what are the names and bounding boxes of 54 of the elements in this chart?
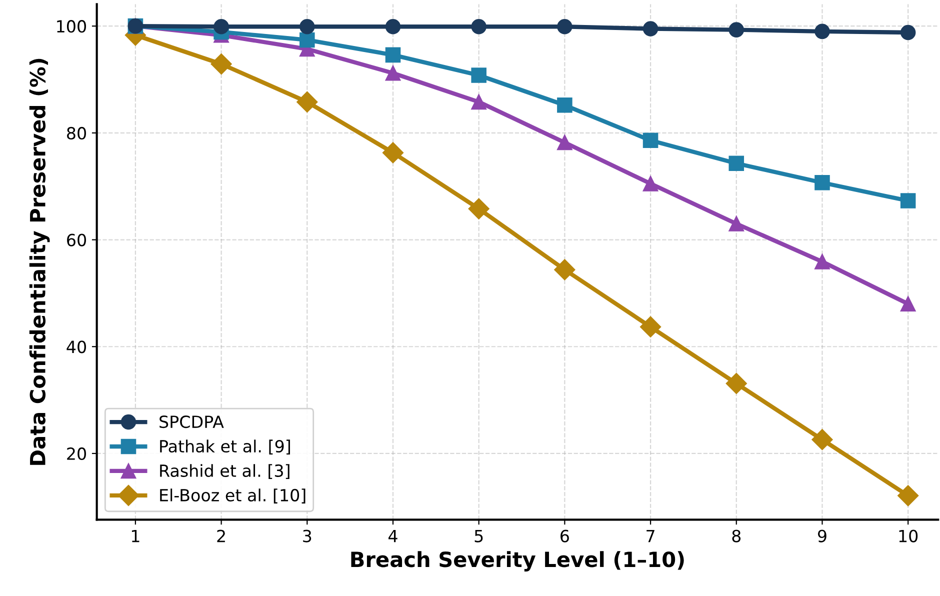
legend-label: El-Booz et al. [10] (160, 488, 306, 504)
point (900, 296, 916, 312)
x-tick-label: 5 (474, 530, 483, 542)
point (382, 142, 404, 164)
point (728, 22, 744, 38)
x-axis-title: Breach Severity Level (1–10) (351, 551, 684, 572)
point (726, 372, 747, 394)
point (385, 47, 401, 63)
y-tick-label: 80 (67, 126, 86, 140)
point (468, 198, 490, 220)
point (557, 98, 572, 113)
point (642, 21, 658, 36)
point (642, 132, 658, 148)
legend-label: Rashid et al. [3] (160, 464, 290, 479)
y-tick-label: 60 (67, 234, 86, 246)
point (385, 18, 401, 34)
point (471, 18, 486, 34)
legend-label: Pathak et al. [9] (160, 440, 290, 455)
x-tick-label: 9 (818, 530, 826, 542)
point (471, 68, 486, 83)
point (554, 259, 576, 280)
legend-label: SPCDPA (160, 415, 224, 428)
x-tick-label: 6 (560, 530, 569, 542)
point (557, 134, 572, 150)
x-tick-label: 8 (732, 530, 741, 542)
y-tick-label: 100 (57, 20, 86, 33)
point (900, 193, 916, 208)
x-tick-label: 4 (388, 530, 398, 542)
point (300, 32, 315, 48)
point (214, 18, 229, 34)
point (728, 156, 744, 172)
point (300, 18, 315, 34)
point (296, 91, 318, 112)
point (900, 24, 916, 40)
x-tick-label: 7 (646, 530, 654, 542)
point (814, 24, 830, 40)
point (640, 316, 662, 338)
point (557, 18, 572, 34)
x-tick-label: 3 (303, 530, 312, 542)
point (814, 254, 830, 270)
point (385, 65, 401, 81)
point (210, 53, 232, 75)
point (471, 94, 486, 110)
point (642, 176, 658, 192)
point (812, 429, 833, 450)
x-tick-label: 2 (217, 530, 225, 542)
y-tick-label: 40 (66, 340, 86, 354)
point (814, 174, 830, 190)
y-axis-title: Data Confidentiality Preserved (%) (29, 58, 50, 465)
y-tick-label: 20 (67, 447, 86, 460)
point (898, 485, 919, 506)
point (728, 216, 744, 232)
x-tick-label: 1 (132, 530, 140, 542)
x-tick-label: 10 (899, 530, 918, 542)
